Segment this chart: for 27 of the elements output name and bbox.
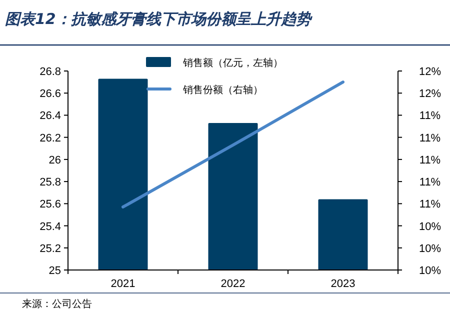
y-tick-label: 25.8 — [40, 176, 61, 189]
y2-tick-label: 11% — [419, 176, 441, 189]
x-tick-label: 2023 — [330, 278, 356, 290]
chart-title: 图表12：抗敏感牙膏线下市场份额呈上升趋势 — [5, 10, 313, 28]
y-tick-label: 26.4 — [40, 110, 61, 122]
y2-tick-label: 12% — [418, 66, 442, 78]
y-tick-label: 26.6 — [40, 88, 61, 100]
y-tick-label: 25.2 — [40, 242, 61, 255]
y-tick-label: 26.2 — [40, 132, 61, 144]
y2-tick-label: 11% — [419, 154, 441, 166]
y2-tick-label: 11% — [419, 110, 441, 122]
y-tick-label: 25.4 — [40, 220, 61, 233]
y2-tick-label: 10% — [418, 265, 442, 277]
y2-tick-label: 11% — [419, 198, 441, 211]
y-tick-label: 26.8 — [40, 66, 61, 78]
x-tick-label: 2021 — [110, 278, 136, 290]
y2-tick-label: 10% — [418, 220, 442, 233]
y2-tick-label: 12% — [418, 88, 442, 100]
y2-tick-label: 10% — [418, 242, 442, 255]
legend-label: 销售份额（右轴） — [182, 84, 263, 96]
x-tick-label: 2022 — [220, 278, 246, 290]
y-tick-label: 26 — [48, 154, 61, 166]
legend-label: 销售额（亿元，左轴） — [182, 57, 283, 69]
source-note: 来源：公司公告 — [22, 298, 92, 310]
y-tick-label: 25 — [48, 265, 61, 277]
y2-tick-label: 11% — [419, 132, 441, 144]
y-tick-label: 25.6 — [40, 198, 61, 211]
